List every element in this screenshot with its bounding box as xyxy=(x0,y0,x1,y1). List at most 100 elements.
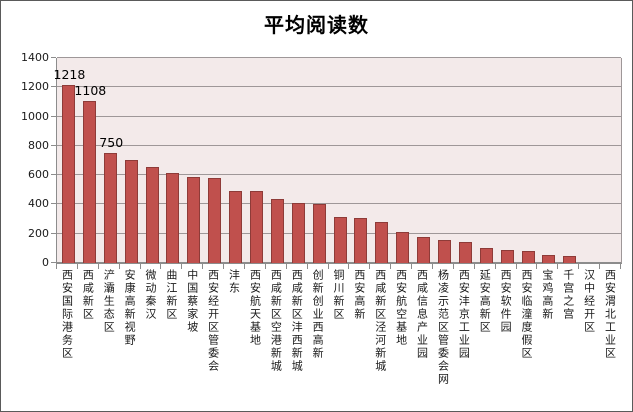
bar-value-label: 1108 xyxy=(74,83,107,98)
x-axis-label: 安康高新视野 xyxy=(123,269,137,347)
bar-value-label: 750 xyxy=(99,135,124,150)
x-axis-label: 浐灞生态区 xyxy=(102,269,116,334)
bar xyxy=(229,191,242,263)
gridline xyxy=(57,57,621,58)
x-tick xyxy=(348,264,349,269)
x-axis-label: 中国蔡家坡 xyxy=(185,269,199,334)
x-tick xyxy=(557,264,558,269)
x-axis-label: 汉中经开区 xyxy=(582,269,596,334)
bar xyxy=(271,199,284,263)
x-axis-label: 西咸新区 xyxy=(81,269,95,321)
x-tick xyxy=(369,264,370,269)
bar xyxy=(459,242,472,263)
x-axis-label: 西咸新区沣西新城 xyxy=(290,269,304,373)
x-tick xyxy=(599,264,600,269)
bar xyxy=(208,178,221,263)
y-tick xyxy=(51,233,56,234)
x-tick xyxy=(181,264,182,269)
x-tick xyxy=(56,264,57,269)
x-tick xyxy=(307,264,308,269)
y-axis-label: 600 xyxy=(28,168,49,181)
y-axis-label: 1400 xyxy=(21,51,49,64)
x-axis-label: 沣东 xyxy=(227,269,241,295)
x-tick xyxy=(516,264,517,269)
x-axis-label: 西咸信息产业园 xyxy=(415,269,429,360)
y-axis-label: 1000 xyxy=(21,110,49,123)
bar xyxy=(354,218,367,263)
bar xyxy=(542,255,555,263)
y-axis-label: 1200 xyxy=(21,80,49,93)
x-axis-label: 西安高新 xyxy=(352,269,366,321)
gridline xyxy=(57,86,621,87)
gridline xyxy=(57,116,621,117)
bar xyxy=(480,248,493,263)
x-axis-label: 西安临潼度假区 xyxy=(520,269,533,360)
bar xyxy=(146,167,159,263)
bar xyxy=(334,217,347,263)
bar xyxy=(166,173,179,263)
y-tick xyxy=(51,203,56,204)
bar xyxy=(417,237,430,263)
bar xyxy=(313,204,326,263)
bar-value-label: 1218 xyxy=(53,67,86,82)
bar xyxy=(375,222,388,263)
y-tick xyxy=(51,145,56,146)
x-axis-label: 西安航空基地 xyxy=(394,269,408,347)
bar xyxy=(83,101,96,263)
bar xyxy=(250,191,263,263)
x-tick xyxy=(119,264,120,269)
x-axis-label: 杨凌示范区管委会网 xyxy=(436,269,450,386)
bar xyxy=(563,256,576,263)
y-tick xyxy=(51,174,56,175)
x-axis-label: 曲江新区 xyxy=(164,269,178,321)
chart-title: 平均阅读数 xyxy=(264,13,369,37)
y-tick xyxy=(51,116,56,117)
x-tick xyxy=(620,264,621,269)
x-axis-label: 西咸新区空港新城 xyxy=(269,269,283,373)
x-axis-label: 延安高新区 xyxy=(478,269,492,334)
x-tick xyxy=(536,264,537,269)
gridline xyxy=(57,174,621,175)
y-tick xyxy=(51,262,56,263)
x-axis-label: 西安经开区管委会 xyxy=(206,269,220,373)
x-tick xyxy=(202,264,203,269)
bar xyxy=(522,251,535,263)
y-axis-label: 200 xyxy=(28,227,49,240)
x-tick xyxy=(223,264,224,269)
x-tick xyxy=(286,264,287,269)
x-axis-label: 千宫之宫 xyxy=(561,269,575,321)
x-tick xyxy=(432,264,433,269)
x-axis-line xyxy=(56,263,622,264)
x-axis-label: 宝鸡高新 xyxy=(540,269,554,321)
x-tick xyxy=(265,264,266,269)
x-tick xyxy=(390,264,391,269)
x-axis-label: 创新创业西高新 xyxy=(311,269,325,360)
bar xyxy=(292,203,305,263)
x-axis-label: 西安软件园 xyxy=(499,269,513,334)
x-axis-label: 西安航天基地 xyxy=(248,269,262,347)
x-axis-label: 微动秦汉 xyxy=(144,269,157,321)
x-tick xyxy=(77,264,78,269)
y-tick xyxy=(51,86,56,87)
y-axis-label: 400 xyxy=(28,197,49,210)
bar xyxy=(62,85,75,263)
x-tick xyxy=(578,264,579,269)
y-tick xyxy=(51,57,56,58)
x-tick xyxy=(160,264,161,269)
bar xyxy=(438,240,451,263)
plot-area xyxy=(56,57,622,263)
gridline xyxy=(57,145,621,146)
bar xyxy=(125,160,138,263)
bar xyxy=(104,153,117,263)
x-axis-label: 西咸新区泾河新城 xyxy=(373,269,387,373)
x-tick xyxy=(98,264,99,269)
x-axis-label: 铜川新区 xyxy=(332,269,345,321)
x-tick xyxy=(411,264,412,269)
x-axis-label: 西安沣京工业园 xyxy=(457,269,471,360)
bar xyxy=(501,250,514,263)
x-tick xyxy=(495,264,496,269)
y-axis-label: 800 xyxy=(28,139,49,152)
gridline xyxy=(57,203,621,204)
x-tick xyxy=(453,264,454,269)
